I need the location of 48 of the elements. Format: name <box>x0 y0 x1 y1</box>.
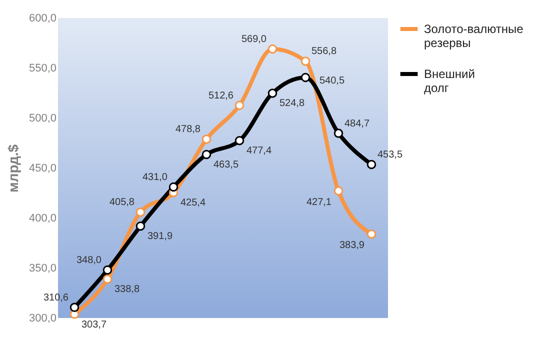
data-label: 569,0 <box>241 34 267 45</box>
y-axis-title: млрд.$ <box>4 144 21 193</box>
point <box>168 182 178 192</box>
point <box>102 274 112 284</box>
y-tick-label: 300,0 <box>28 312 56 324</box>
point <box>300 56 310 66</box>
y-tick-label: 350,0 <box>28 262 56 274</box>
legend-label: Внешний долг <box>424 67 475 95</box>
point <box>366 229 376 239</box>
point <box>234 100 244 110</box>
data-label: 556,8 <box>312 46 337 58</box>
point <box>202 134 212 144</box>
y-tick-label: 550,0 <box>28 62 56 74</box>
point <box>268 88 278 98</box>
point <box>366 160 376 170</box>
data-label: 484,7 <box>344 118 370 130</box>
data-label: 348,0 <box>76 255 102 266</box>
data-label: 303,7 <box>82 319 107 330</box>
point <box>102 265 112 275</box>
point <box>234 136 244 146</box>
data-label: 477,4 <box>246 146 272 157</box>
data-label: 540,5 <box>320 76 345 86</box>
data-label: 524,8 <box>280 98 305 110</box>
data-label: 478,8 <box>175 124 201 136</box>
data-label: 512,6 <box>208 90 234 102</box>
data-label: 427,1 <box>306 196 332 208</box>
data-label: 338,8 <box>114 284 140 296</box>
data-label: 431,0 <box>142 172 168 183</box>
data-label: 383,9 <box>339 240 365 252</box>
y-tick-label: 600,0 <box>28 12 56 24</box>
point <box>70 302 80 312</box>
legend-label: Золото-валютные резервы <box>424 22 524 50</box>
point <box>136 221 146 231</box>
y-tick-label: 400,0 <box>28 212 56 224</box>
data-label: 310,6 <box>43 292 69 304</box>
point <box>334 128 344 138</box>
point <box>300 72 310 82</box>
point <box>268 44 278 54</box>
data-label: 405,8 <box>109 197 135 208</box>
data-label: 425,4 <box>180 198 206 209</box>
y-tick-label: 450,0 <box>28 162 56 174</box>
data-label: 463,5 <box>214 160 239 170</box>
point <box>334 186 344 196</box>
data-label: 391,9 <box>148 231 173 242</box>
point <box>136 208 146 217</box>
y-tick-label: 500,0 <box>28 112 56 124</box>
data-label: 453,5 <box>378 150 403 160</box>
point <box>202 150 212 160</box>
